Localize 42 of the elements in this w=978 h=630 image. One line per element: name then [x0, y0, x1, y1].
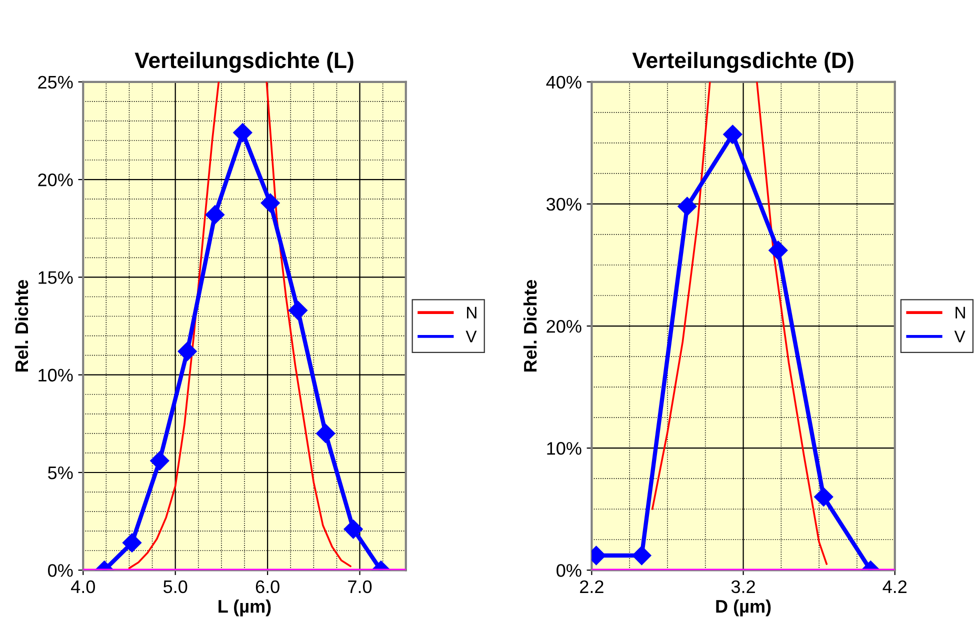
y-axis-title: Rel. Dichte	[523, 280, 537, 372]
x-axis-title: D (µm)	[716, 599, 771, 616]
x-tick-label: 3.2	[731, 580, 755, 594]
point	[233, 123, 252, 142]
point	[316, 424, 336, 443]
point	[723, 124, 742, 144]
x-tick-label: 6.0	[256, 580, 280, 594]
x-tick-label: 4.2	[882, 580, 907, 593]
point	[288, 300, 308, 320]
y-tick-label: 0%	[48, 564, 73, 577]
point	[344, 520, 363, 539]
chart-title: Verteilungsdichte (L)	[134, 52, 354, 73]
point	[150, 451, 170, 470]
legend-label: N	[956, 306, 965, 318]
y-tick-label: 10%	[547, 442, 582, 455]
x-tick-label: 4.0	[70, 580, 95, 594]
point	[814, 487, 834, 506]
y-tick-label: 15%	[38, 271, 73, 284]
point	[768, 240, 788, 260]
legend-label: V	[954, 330, 966, 342]
point	[178, 342, 197, 361]
point	[632, 546, 652, 566]
point	[260, 193, 280, 213]
y-tick-label: 40%	[546, 76, 582, 89]
point	[205, 205, 225, 224]
chart-title: Verteilungsdichte (D)	[632, 52, 854, 73]
y-tick-label: 20%	[546, 320, 582, 333]
y-tick-label: 25%	[38, 76, 73, 89]
y-tick-label: 10%	[38, 368, 73, 382]
y-tick-label: 30%	[546, 198, 582, 211]
y-tick-label: 0%	[556, 564, 582, 577]
legend-label: V	[466, 330, 477, 342]
legend-label: N	[467, 306, 476, 318]
y-tick-label: 20%	[38, 173, 73, 186]
point	[678, 196, 697, 216]
y-tick-label: 5%	[48, 466, 73, 480]
x-tick-label: 5.0	[164, 580, 188, 594]
x-tick-label: 2.2	[580, 580, 604, 593]
y-axis-title: Rel. Dichte	[14, 280, 28, 372]
point	[122, 533, 142, 552]
x-tick-label: 7.0	[348, 580, 372, 594]
x-axis-title: L (µm)	[218, 599, 271, 616]
